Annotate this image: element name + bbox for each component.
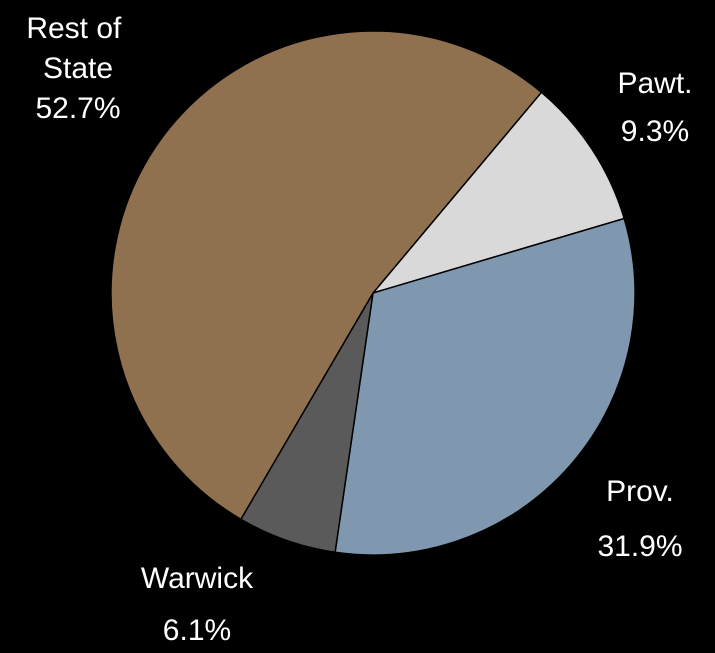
pie-slice	[334, 217, 636, 556]
category-label: Warwick	[141, 562, 254, 595]
pie-slice	[370, 91, 626, 295]
category-label: Pawt.	[617, 67, 692, 100]
label-line: Warwick	[141, 562, 254, 595]
label-line: Prov.	[606, 475, 674, 508]
value-label: 52.7%	[35, 92, 120, 125]
label-line: State	[43, 52, 113, 85]
label-line: Rest of	[26, 12, 129, 45]
label-line: Pawt.	[617, 67, 692, 100]
category-label: Rest of State	[26, 12, 129, 85]
value-label: 31.9%	[597, 530, 682, 563]
pie-slice	[110, 30, 543, 521]
value-label: 6.1%	[163, 614, 231, 647]
value-label: 9.3%	[621, 115, 689, 148]
category-label: Prov.	[606, 475, 674, 508]
